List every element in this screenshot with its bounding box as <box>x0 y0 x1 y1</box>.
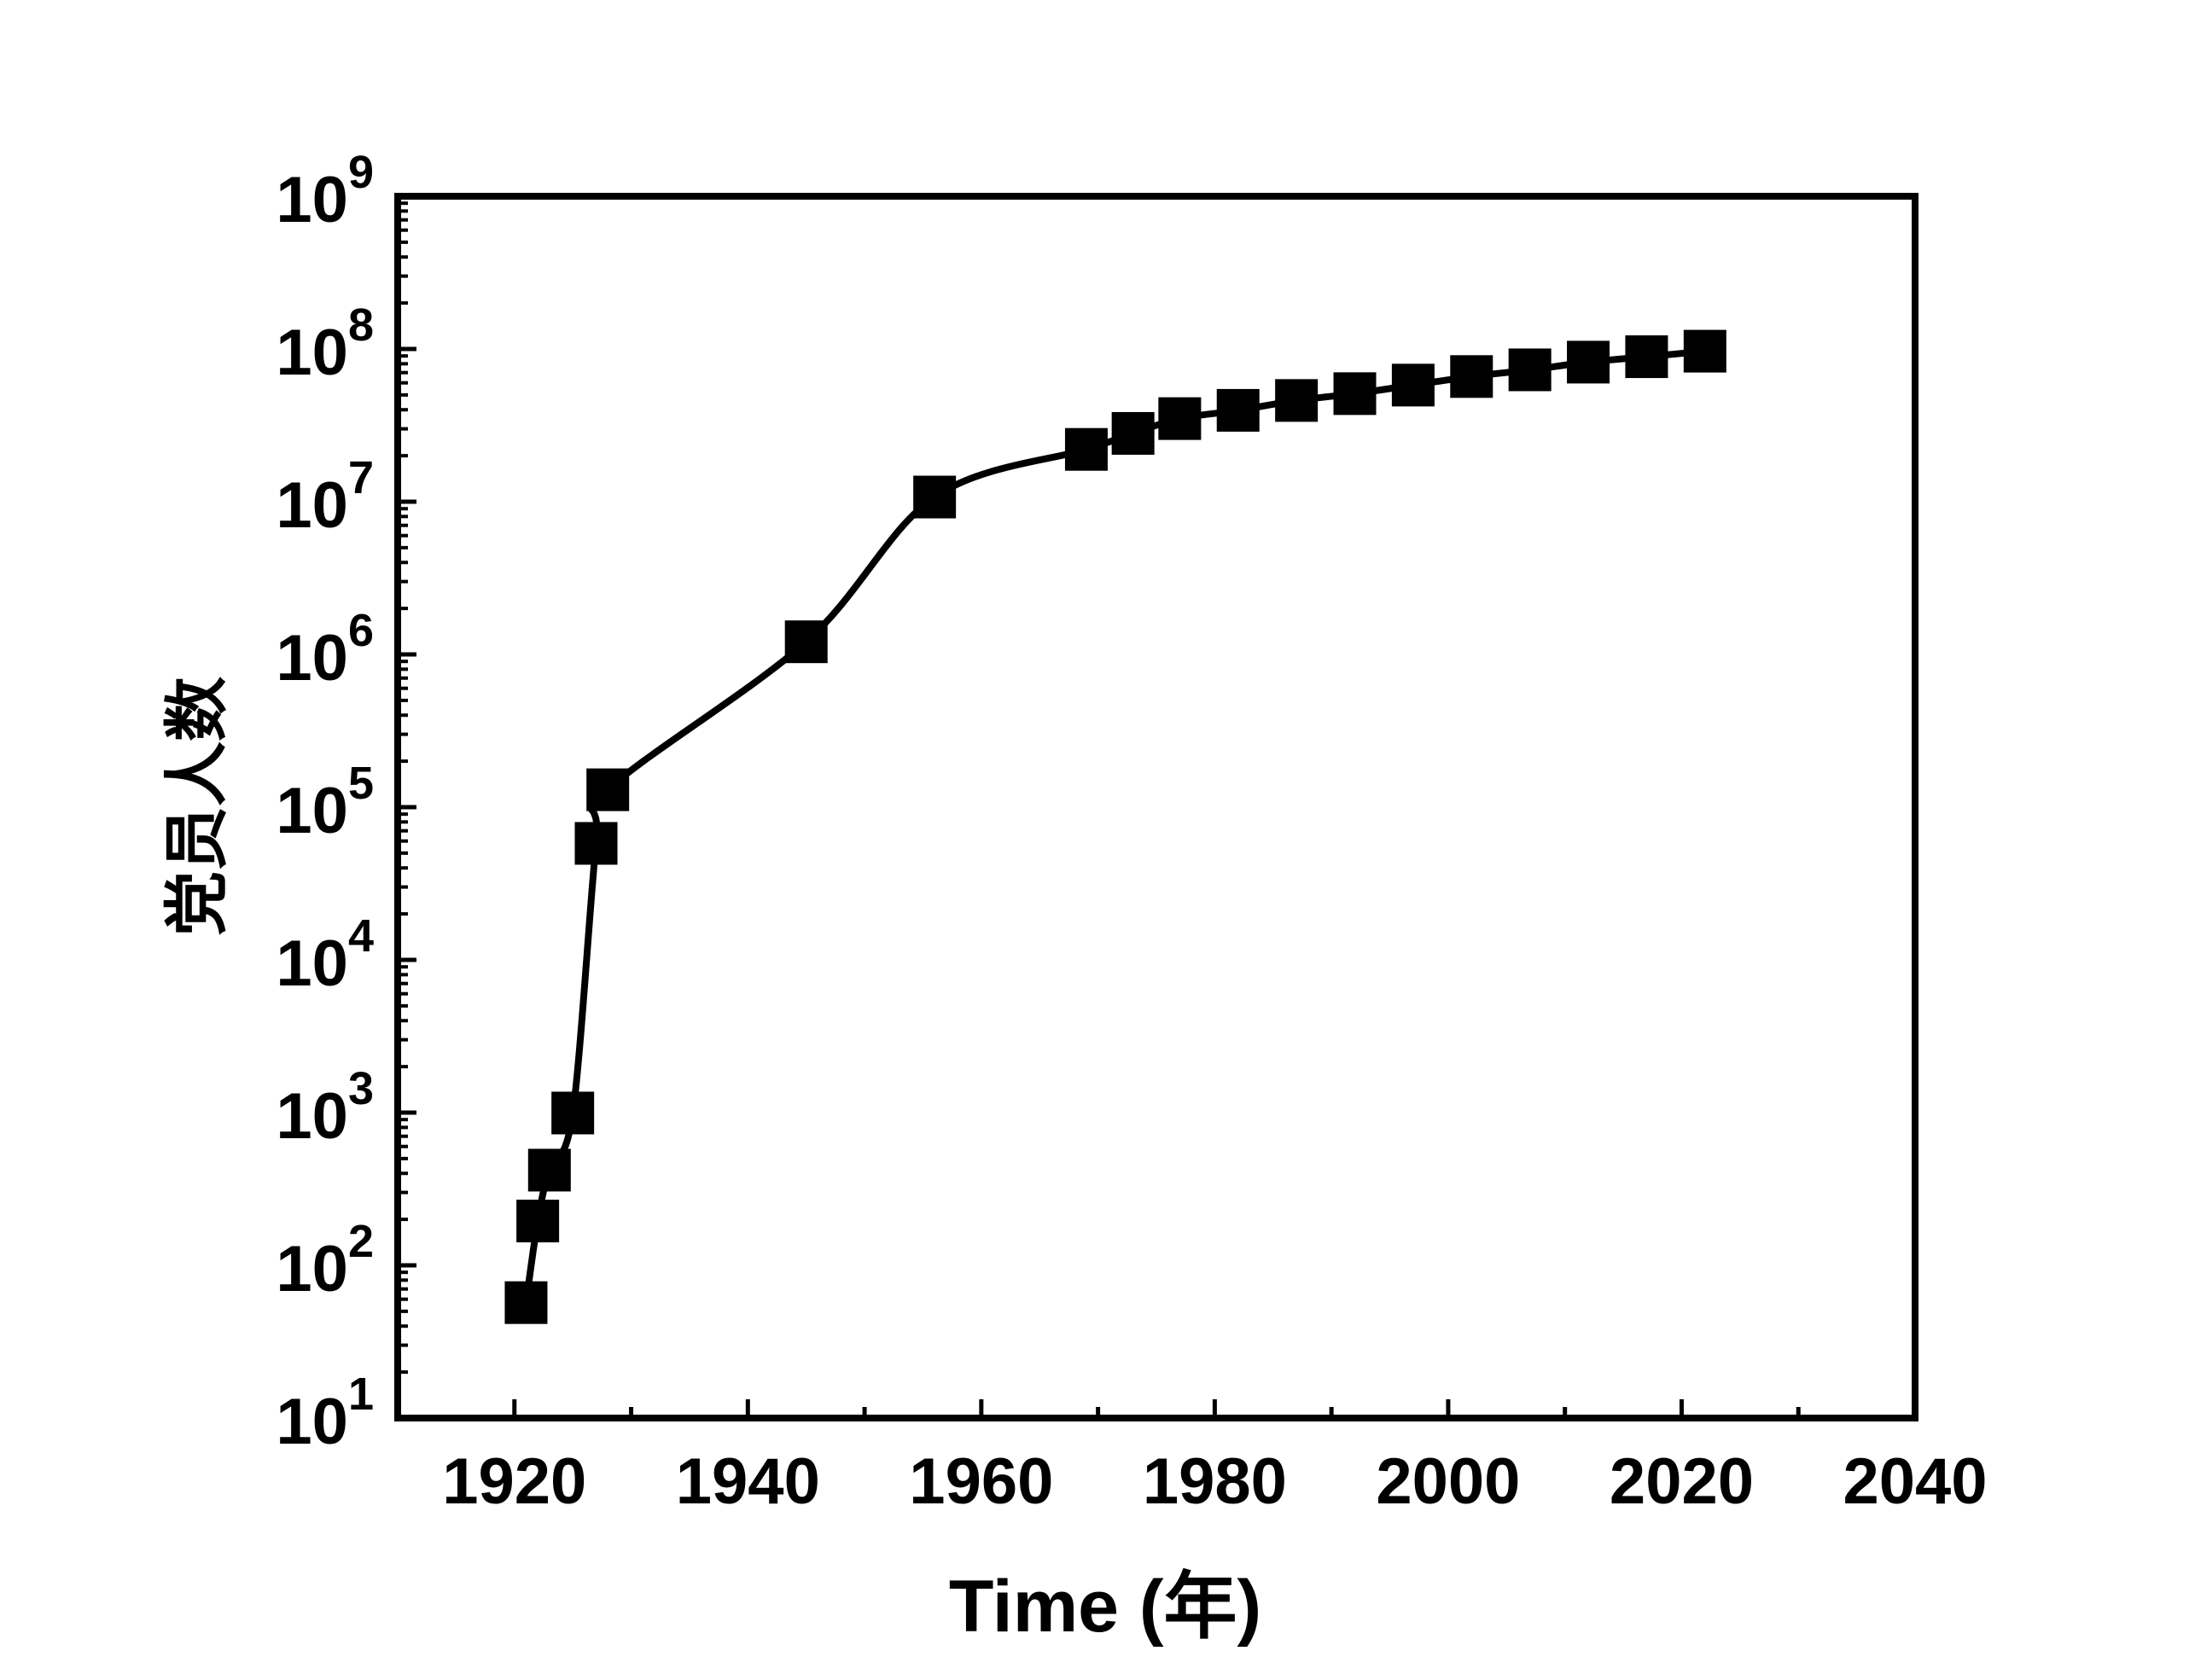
data-point <box>527 1148 571 1192</box>
data-point <box>1567 340 1610 384</box>
data-point <box>516 1200 560 1243</box>
y-tick-base: 10 <box>276 622 348 695</box>
y-tick-label: 108 <box>276 299 374 389</box>
data-point <box>1683 329 1726 373</box>
x-tick-label: 1920 <box>442 1445 586 1518</box>
y-tick-label: 105 <box>276 758 374 847</box>
data-point <box>586 768 630 811</box>
data-point <box>1111 411 1155 455</box>
x-axis-title: Time (年) <box>949 1566 1261 1648</box>
x-tick-label: 1980 <box>1143 1445 1287 1518</box>
y-tick-exponent: 2 <box>348 1216 374 1267</box>
y-tick-exponent: 5 <box>348 758 374 809</box>
line-layer <box>522 347 1706 1304</box>
labels-layer: 1920 1940 1960 1980 2000 2020 2040101102103104… <box>276 147 1987 1518</box>
y-tick-label: 103 <box>276 1063 374 1153</box>
y-tick-exponent: 9 <box>348 147 374 198</box>
y-tick-base: 10 <box>276 317 348 389</box>
y-tick-label: 106 <box>276 605 374 695</box>
data-point <box>1508 348 1552 392</box>
y-tick-exponent: 7 <box>348 452 374 503</box>
y-tick-label: 109 <box>276 147 374 236</box>
y-tick-base: 10 <box>276 1233 348 1305</box>
data-point <box>1275 379 1319 422</box>
y-tick-exponent: 6 <box>348 605 374 656</box>
data-point <box>1333 372 1377 416</box>
data-point <box>1216 388 1260 432</box>
y-tick-base: 10 <box>276 469 348 542</box>
y-tick-label: 107 <box>276 452 374 542</box>
y-tick-base: 10 <box>276 164 348 236</box>
data-point <box>1391 363 1435 407</box>
series-line <box>522 347 1706 1304</box>
data-point <box>784 620 828 664</box>
points-layer <box>504 329 1726 1324</box>
y-axis-title: 党员人数 <box>161 677 234 936</box>
y-tick-base: 10 <box>276 927 348 1000</box>
data-point <box>574 822 618 865</box>
y-tick-base: 10 <box>276 775 348 847</box>
data-point <box>504 1281 548 1324</box>
y-tick-exponent: 4 <box>348 910 374 962</box>
y-tick-label: 102 <box>276 1216 374 1305</box>
x-tick-label: 1940 <box>676 1445 820 1518</box>
data-point <box>1450 355 1493 398</box>
y-tick-exponent: 1 <box>348 1369 374 1420</box>
y-tick-exponent: 3 <box>348 1063 374 1114</box>
y-tick-base: 10 <box>276 1386 348 1458</box>
x-tick-label: 2040 <box>1843 1445 1987 1518</box>
data-point <box>913 475 957 519</box>
data-point <box>551 1091 595 1135</box>
y-tick-base: 10 <box>276 1080 348 1153</box>
data-point <box>1064 427 1108 471</box>
y-tick-label: 104 <box>276 910 374 1000</box>
data-point <box>1158 397 1202 440</box>
x-tick-label: 2020 <box>1610 1445 1754 1518</box>
data-point <box>1625 335 1668 379</box>
y-tick-exponent: 8 <box>348 299 374 351</box>
plot-frame <box>394 193 1918 1421</box>
y-tick-label: 101 <box>276 1369 374 1458</box>
x-tick-label: 2000 <box>1376 1445 1520 1518</box>
x-tick-label: 1960 <box>909 1445 1053 1518</box>
